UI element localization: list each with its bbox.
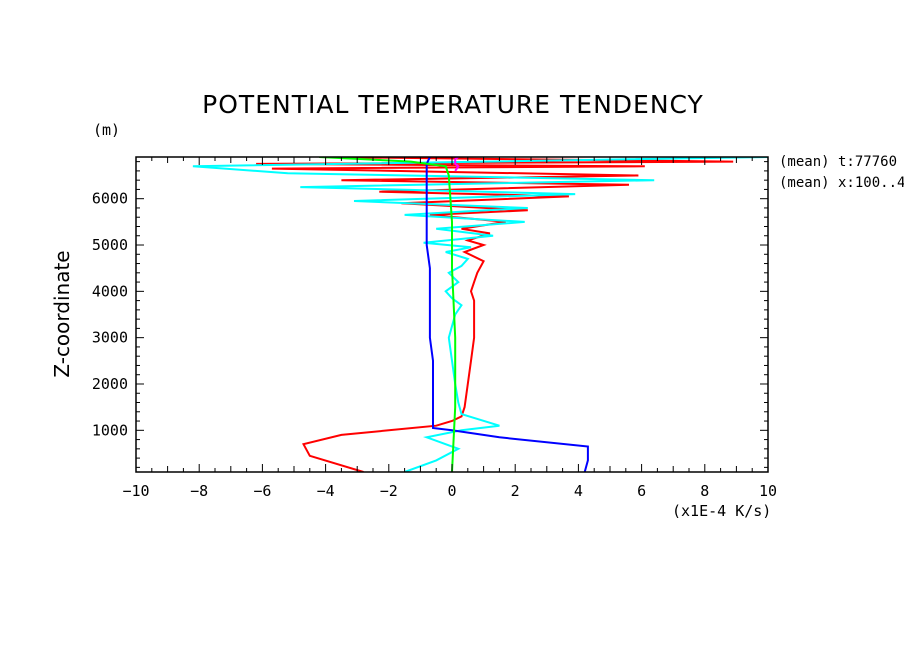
- chart-title: POTENTIAL TEMPERATURE TENDENCY: [202, 90, 704, 119]
- x-tick-label: 10: [759, 482, 777, 500]
- series-line-4: [319, 157, 457, 472]
- y-unit-label: (m): [93, 121, 120, 139]
- x-tick-label: −2: [380, 482, 398, 500]
- x-tick-label: 8: [700, 482, 709, 500]
- y-tick-label: 1000: [92, 421, 128, 439]
- axes-layer: −10 −8 −6 −4 −2 0 2 4 6 8 10 1000 2000 3000 4000 5000 60…: [92, 156, 777, 500]
- y-tick-label: 2000: [92, 375, 128, 393]
- x-tick-label: 4: [574, 482, 583, 500]
- annotation-x-mean: (mean) x:100..4: [779, 175, 904, 191]
- series-line-3: [425, 157, 589, 472]
- series-line-5: [454, 157, 460, 172]
- x-tick-label: 6: [637, 482, 646, 500]
- x-tick-label: −10: [122, 482, 149, 500]
- x-tick-label: −6: [253, 482, 271, 500]
- y-tick-label: 4000: [92, 282, 128, 300]
- y-axis-label: Z-coordinate: [50, 250, 74, 377]
- series-line-2: [192, 157, 768, 472]
- series-line-1: [256, 157, 734, 472]
- series-layer: [192, 157, 768, 472]
- x-tick-label: −8: [190, 482, 208, 500]
- x-tick-label: 0: [447, 482, 456, 500]
- annotation-time-mean: (mean) t:77760: [779, 154, 897, 170]
- y-tick-label: 6000: [92, 190, 128, 208]
- x-tick-label: −4: [317, 482, 335, 500]
- x-tick-label: 2: [511, 482, 520, 500]
- x-axis-label: (x1E-4 K/s): [672, 502, 771, 520]
- y-tick-label: 3000: [92, 329, 128, 347]
- y-tick-label: 5000: [92, 236, 128, 254]
